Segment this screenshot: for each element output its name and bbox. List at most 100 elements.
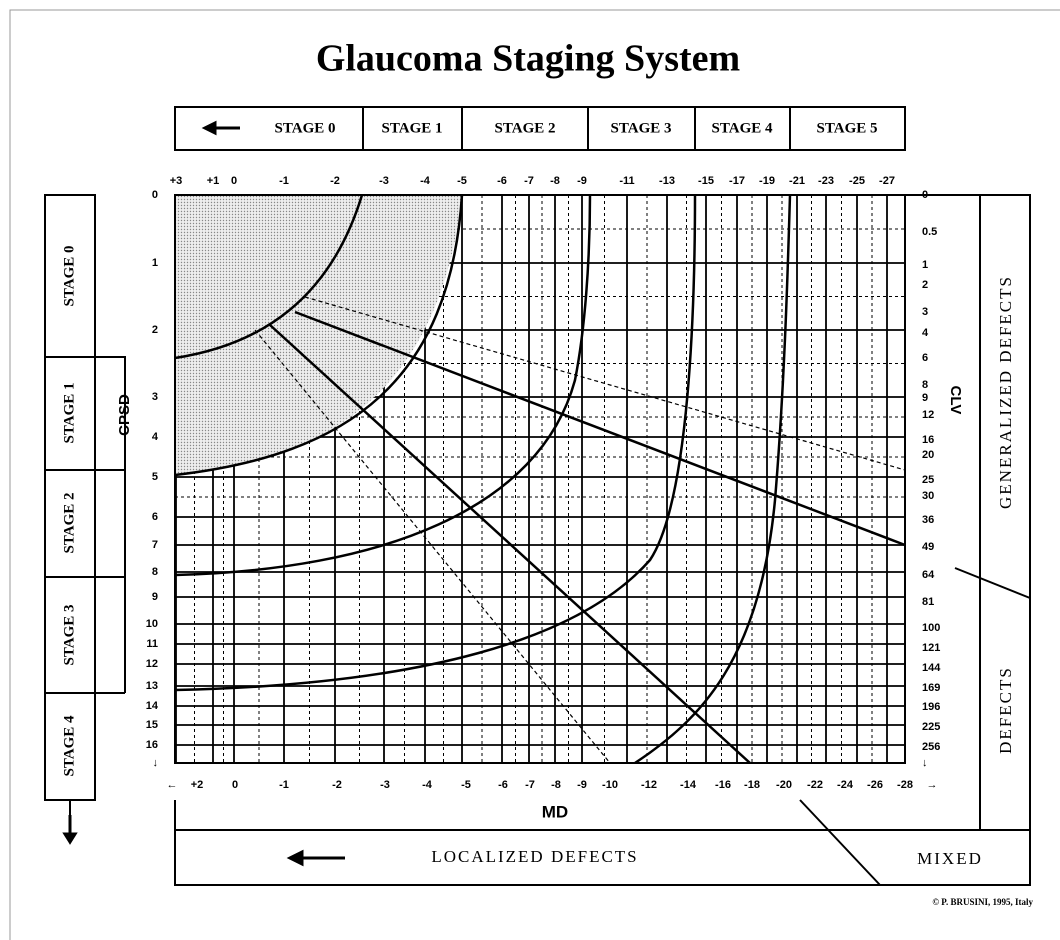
top-tick-label: -17 [729, 175, 745, 187]
curves [174, 194, 906, 765]
copyright: © P. BRUSINI, 1995, Italy [932, 897, 1033, 907]
right-tick-label: 36 [922, 514, 934, 526]
top-stage: STAGE 0 [275, 120, 336, 136]
left-tick-label: 2 [152, 324, 158, 336]
right-tick-label: 256 [922, 741, 940, 753]
top-tick-label: -27 [879, 175, 895, 187]
top-tick-label: -4 [420, 175, 431, 187]
left-tick-label: 14 [146, 700, 159, 712]
top-tick-label: -23 [818, 175, 834, 187]
top-tick-label: -3 [379, 175, 389, 187]
bottom-tick-label: -1 [279, 779, 289, 791]
right-tick-label: 16 [922, 434, 934, 446]
generalized-label: GENERALIZED DEFECTS [996, 275, 1015, 509]
boxes [44, 106, 1031, 886]
left-tick-label: 3 [152, 391, 158, 403]
bottom-tick-label: -22 [807, 779, 823, 791]
right-tick-label: 100 [922, 622, 940, 634]
top-stage: STAGE 5 [817, 120, 878, 136]
top-tick-label: -9 [577, 175, 587, 187]
plot-border [174, 194, 906, 764]
left-tick-label: 5 [152, 471, 158, 483]
right-tick-label: 4 [922, 327, 929, 339]
bottom-tick-label: -5 [461, 779, 471, 791]
top-tick-label: -25 [849, 175, 865, 187]
top-tick-label: +1 [207, 175, 220, 187]
top-tick-label: -11 [619, 175, 634, 187]
title: Glaucoma Staging System [316, 38, 740, 80]
top-tick-label: -19 [759, 175, 775, 187]
right-tick-label: 25 [922, 474, 934, 486]
top-tick-label: -8 [550, 175, 560, 187]
left-tick-label: 7 [152, 539, 158, 551]
top-tick-label: -7 [524, 175, 534, 187]
right-tick-label: 121 [922, 642, 940, 654]
right-tick-label: 12 [922, 409, 934, 421]
right-tick-label: 9 [922, 392, 928, 404]
left-tick-label: 9 [152, 591, 158, 603]
left-stage: STAGE 1 [61, 383, 77, 444]
top-tick-label: 0 [231, 175, 237, 187]
dashed-lines [254, 296, 906, 764]
top-tick-label: -2 [330, 175, 340, 187]
bottom-tick-label: -9 [577, 779, 587, 791]
left-stage: STAGE 0 [61, 246, 77, 307]
left-tick-label: 6 [152, 511, 158, 523]
right-tick-label: 196 [922, 701, 940, 713]
right-tick-label: 1 [922, 259, 928, 271]
bottom-tick-label: -28 [897, 779, 913, 791]
bottom-tick-label: +2 [191, 779, 204, 791]
top-tick-label: +3 [170, 175, 183, 187]
arrow-down [62, 815, 78, 845]
top-stage: STAGE 3 [611, 120, 672, 136]
bottom-tick-label: -2 [332, 779, 342, 791]
right-tick-label: 64 [922, 569, 935, 581]
bottom-tick-label: → [927, 779, 938, 791]
left-tick-label: ↓ [153, 757, 159, 769]
right-tick-label: 20 [922, 449, 934, 461]
left-tick-label: 11 [146, 638, 158, 650]
bottom-tick-label: -12 [641, 779, 657, 791]
y-axis-label: CPSD [116, 394, 133, 436]
bottom-tick-label: -16 [715, 779, 731, 791]
frame [9, 9, 1060, 940]
localized-label: LOCALIZED DEFECTS [431, 847, 638, 866]
top-stage: STAGE 4 [712, 120, 773, 136]
bottom-tick-label: -10 [602, 779, 618, 791]
right-tick-label: 169 [922, 682, 940, 694]
bottom-tick-label: 0 [232, 779, 238, 791]
right-tick-label: 49 [922, 541, 934, 553]
right-tick-label: 144 [922, 662, 941, 674]
right-tick-label: 81 [922, 596, 934, 608]
top-tick-label: -21 [789, 175, 805, 187]
bottom-tick-label: -18 [744, 779, 760, 791]
right-tick-label: 2 [922, 279, 928, 291]
arrow-left [201, 120, 240, 136]
left-tick-label: 16 [146, 739, 158, 751]
left-tick-label: 4 [152, 431, 159, 443]
right-tick-label: ↓ [922, 757, 928, 769]
left-tick-label: 13 [146, 680, 158, 692]
bottom-tick-label: -4 [422, 779, 433, 791]
top-tick-label: -5 [457, 175, 467, 187]
left-tick-label: 0 [152, 189, 158, 201]
left-tick-label: 12 [146, 658, 158, 670]
left-tick-label: 15 [146, 719, 158, 731]
left-stage: STAGE 3 [61, 605, 77, 666]
mixed-label: MIXED [917, 849, 983, 868]
defects-label: DEFECTS [996, 666, 1015, 754]
right-tick-label: 6 [922, 352, 928, 364]
top-tick-label: -15 [698, 175, 714, 187]
bottom-tick-label: -14 [680, 779, 697, 791]
bottom-tick-label: -8 [551, 779, 561, 791]
top-stage: STAGE 1 [382, 120, 443, 136]
bottom-tick-label: -7 [525, 779, 535, 791]
top-stage: STAGE 2 [495, 120, 556, 136]
top-tick-label: -6 [497, 175, 507, 187]
right-tick-label: 0.5 [922, 226, 937, 238]
right-tick-label: 0 [922, 189, 928, 201]
right-tick-label: 8 [922, 379, 928, 391]
x-axis-label: MD [542, 802, 568, 821]
top-tick-label: -1 [279, 175, 289, 187]
